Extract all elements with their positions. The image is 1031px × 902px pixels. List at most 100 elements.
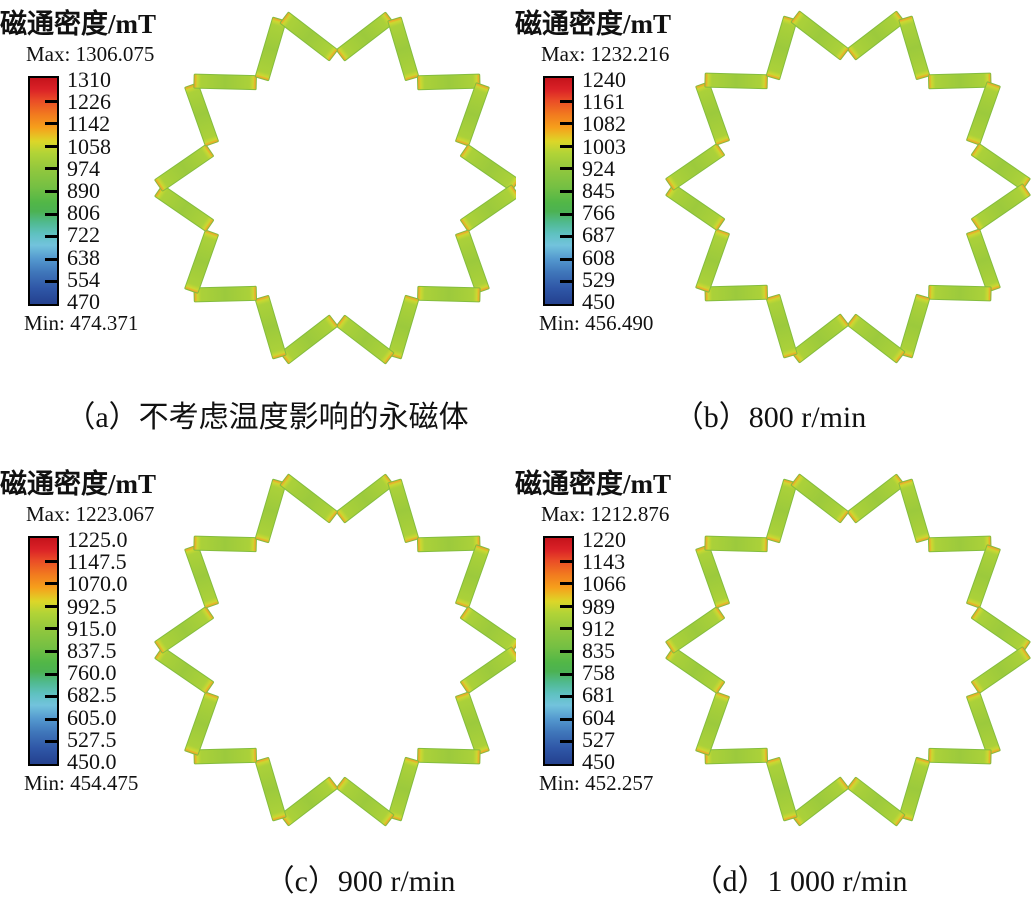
colorbar-max-label: Max: 1306.075 xyxy=(26,42,155,66)
colorbar-tick xyxy=(560,559,572,563)
colorbar-tick-label: 722 xyxy=(67,222,100,248)
caption-d: （d）1 000 r/min xyxy=(692,865,908,898)
colorbar-tick xyxy=(45,650,57,653)
magnet-bar xyxy=(455,82,490,147)
magnet-array-a xyxy=(154,11,516,365)
colorbar-tick xyxy=(45,144,57,148)
magnet-bar xyxy=(847,313,906,364)
colorbar-tick xyxy=(560,672,572,676)
magnet-bar xyxy=(927,72,992,90)
colorbar-tick-label: 912 xyxy=(582,615,615,641)
magnet-bar xyxy=(154,606,214,654)
magnet-bar xyxy=(279,776,339,827)
colorbar-max-label: Max: 1223.067 xyxy=(26,502,155,526)
colorbar-tick-label: 687 xyxy=(582,222,615,248)
colorbar-tick xyxy=(45,582,57,586)
magnet-array-d xyxy=(665,473,1031,827)
colorbar-tick xyxy=(560,190,572,193)
magnet-bar xyxy=(765,757,798,822)
magnet-bar xyxy=(790,313,850,364)
magnet-bar xyxy=(193,747,258,765)
colorbar-tick-label: 1070.0 xyxy=(67,571,128,597)
magnet-bar xyxy=(665,646,725,694)
panel-d: 磁通密度/mT Max: 1212.876 1220 1143 1066 989 912… xyxy=(515,460,1031,840)
magnet-bar xyxy=(704,747,769,765)
magnet-bar xyxy=(695,544,730,609)
magnet-bar xyxy=(971,183,1031,231)
magnet-bar xyxy=(966,81,1001,146)
colorbar-tick-label: 470 xyxy=(67,289,100,314)
colorbar-tick xyxy=(45,627,57,631)
magnet-bar xyxy=(460,184,516,232)
colorbar-tick xyxy=(560,627,572,631)
magnet-bar xyxy=(254,478,287,544)
magnet-bar xyxy=(254,295,287,360)
colorbar-tick-label: 638 xyxy=(67,244,100,270)
colorbar-tick xyxy=(560,740,572,744)
magnet-bar xyxy=(928,284,992,302)
colorbar-tick-label: 1082 xyxy=(582,111,626,137)
colorbar-tick-label: 450.0 xyxy=(67,749,117,774)
colorbar-tick xyxy=(560,212,572,216)
magnet-bar xyxy=(254,16,287,82)
colorbar-tick xyxy=(560,717,572,721)
panel-a: 磁通密度/mT Max: 1306.075 1310 1226 1142 1058 97… xyxy=(0,0,516,380)
magnet-bar xyxy=(455,544,490,609)
colorbar-max-label: Max: 1212.876 xyxy=(541,502,670,526)
colorbar-tick-label: 527 xyxy=(582,726,615,752)
colorbar-tick xyxy=(560,582,572,586)
magnet-bar xyxy=(898,293,931,359)
magnet-bar xyxy=(695,228,730,293)
colorbar-tick-label: 605.0 xyxy=(67,704,117,730)
magnet-bar xyxy=(704,535,768,553)
magnet-bar xyxy=(417,285,481,303)
magnet-bar xyxy=(279,314,339,365)
colorbar-tick-label: 758 xyxy=(582,660,615,686)
magnet-bar xyxy=(898,756,931,822)
magnet-bar xyxy=(846,473,906,524)
colorbar-tick-label: 760.0 xyxy=(67,660,117,686)
colorbar-min-label: Min: 454.475 xyxy=(24,771,139,795)
magnet-bar xyxy=(184,691,219,756)
colorbar-tick-label: 527.5 xyxy=(67,726,117,752)
colorbar-tick xyxy=(45,604,57,608)
magnet-bar xyxy=(928,747,992,765)
magnet-bar xyxy=(927,535,992,553)
magnet-bar xyxy=(455,691,490,756)
colorbar xyxy=(543,76,574,306)
magnet-bar xyxy=(665,143,725,191)
magnet-bar xyxy=(279,11,338,62)
magnet-bar xyxy=(765,478,798,544)
magnet-bar xyxy=(193,73,257,91)
magnet-bar xyxy=(154,184,214,232)
colorbar-tick-label: 992.5 xyxy=(67,593,117,619)
magnet-bar xyxy=(387,16,420,81)
magnet-bar xyxy=(254,757,287,822)
colorbar-tick xyxy=(45,559,57,563)
magnet-bar xyxy=(460,646,516,694)
colorbar xyxy=(28,536,59,766)
colorbar-tick xyxy=(560,257,572,261)
magnet-array-c xyxy=(154,473,516,827)
colorbar-tick xyxy=(45,122,57,126)
colorbar-min-label: Min: 456.490 xyxy=(539,311,654,335)
colorbar-title: 磁通密度/mT xyxy=(515,9,672,39)
magnet-bar xyxy=(966,544,1001,609)
colorbar-tick-label: 1142 xyxy=(67,111,111,137)
legend-a: 磁通密度/mT Max: 1306.075 1310 1226 1142 1058 97… xyxy=(0,0,160,380)
magnet-bar xyxy=(695,81,730,146)
magnet-bar xyxy=(846,10,906,61)
colorbar-tick-label: 1220 xyxy=(582,527,626,552)
magnet-bar xyxy=(790,776,850,827)
colorbar-tick xyxy=(560,695,572,699)
colorbar-tick-label: 1240 xyxy=(582,67,626,92)
magnet-bar xyxy=(387,756,420,822)
colorbar-tick-label: 974 xyxy=(67,155,100,181)
magnet-bar xyxy=(193,535,257,553)
colorbar-tick-label: 1066 xyxy=(582,571,626,597)
colorbar-tick xyxy=(45,235,57,239)
colorbar-tick-label: 915.0 xyxy=(67,615,117,641)
colorbar-tick xyxy=(45,672,57,676)
magnet-bar xyxy=(966,228,1001,293)
magnet-bar xyxy=(847,776,906,827)
